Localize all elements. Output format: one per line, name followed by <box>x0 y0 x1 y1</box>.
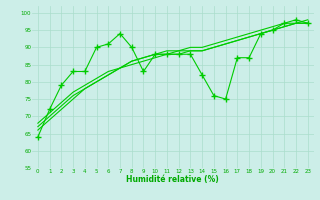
X-axis label: Humidité relative (%): Humidité relative (%) <box>126 175 219 184</box>
